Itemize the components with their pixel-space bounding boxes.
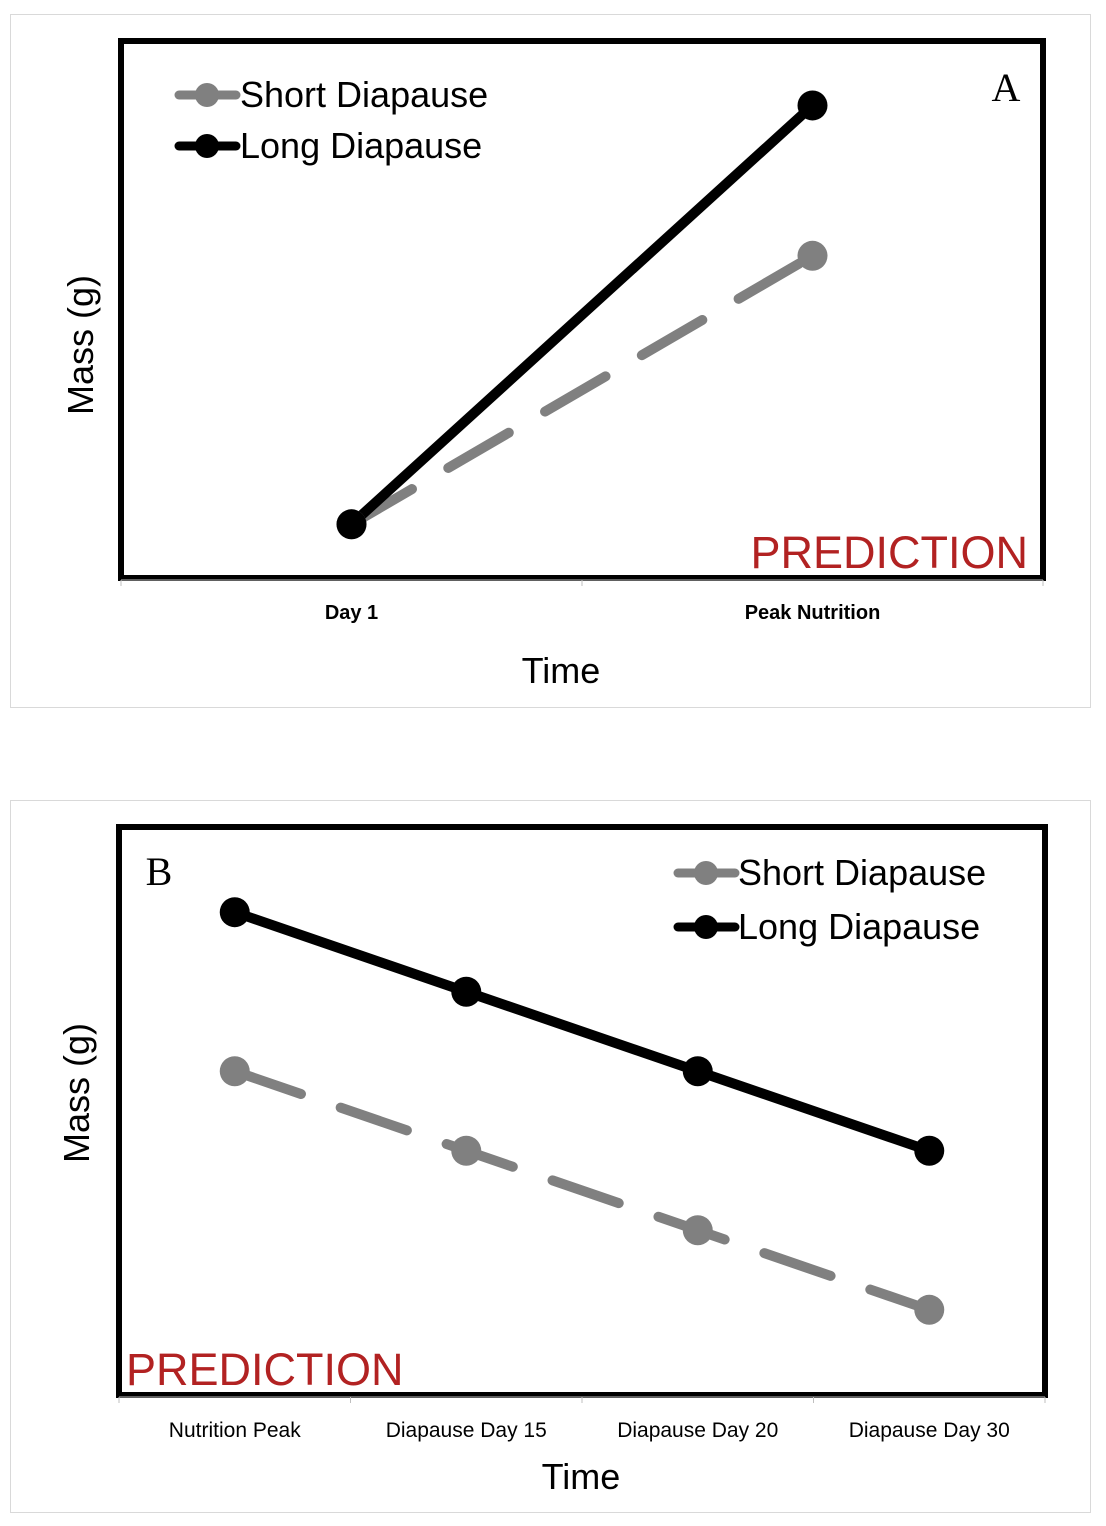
series-line-short-diapause [346, 250, 818, 530]
data-point-short-diapause [682, 1215, 713, 1246]
legend-label-long-diapause: Long Diapause [240, 125, 482, 166]
series-line-long-diapause [233, 907, 931, 1156]
legend-label-short-diapause: Short Diapause [738, 852, 986, 893]
x-tick-label: Diapause Day 15 [386, 1419, 547, 1442]
legend: Short Diapause Long Diapause [673, 852, 986, 947]
chart-a-marks [336, 90, 828, 540]
panel-letter: B [146, 849, 173, 894]
data-point-short-diapause [914, 1294, 945, 1325]
data-point-long-diapause [914, 1135, 945, 1166]
plot-frame [116, 824, 1048, 1398]
series-line-long-diapause [348, 101, 816, 529]
data-point-long-diapause [451, 976, 482, 1007]
chart-panel-a: Day 1 Peak Nutrition A PREDICTION Short D… [10, 14, 1091, 708]
data-point-short-diapause [219, 1056, 250, 1087]
prediction-label: PREDICTION [126, 1344, 404, 1395]
legend-marker-long-diapause [195, 134, 219, 158]
legend-marker-long-diapause [694, 915, 718, 939]
data-point-long-diapause [219, 897, 250, 928]
prediction-label: PREDICTION [750, 527, 1028, 578]
chart-a-ticks: Day 1 Peak Nutrition [120, 580, 1044, 624]
panel-letter: A [992, 65, 1021, 110]
y-axis-title: Mass (g) [60, 275, 101, 415]
data-point-long-diapause [682, 1056, 713, 1087]
x-axis-title: Time [542, 1456, 621, 1497]
legend-label-long-diapause: Long Diapause [738, 906, 980, 947]
data-point-long-diapause [797, 90, 828, 121]
x-tick-label: Diapause Day 30 [849, 1419, 1010, 1442]
chart-a-svg: Day 1 Peak Nutrition A PREDICTION Short D… [60, 38, 1046, 691]
y-axis-title: Mass (g) [56, 1023, 97, 1163]
x-tick-label: Diapause Day 20 [617, 1419, 778, 1442]
legend: Short Diapause Long Diapause [174, 74, 488, 166]
x-tick-label: Day 1 [325, 602, 378, 624]
series-line-short-diapause [229, 1066, 935, 1315]
x-tick-label: Peak Nutrition [745, 602, 881, 624]
data-point-short-diapause [451, 1135, 482, 1166]
chart-b-svg: Nutrition Peak Diapause Day 15 Diapause Da… [56, 824, 1048, 1497]
chart-panel-b: Nutrition Peak Diapause Day 15 Diapause Da… [10, 800, 1091, 1513]
legend-marker-short-diapause [694, 861, 718, 885]
plot-frame [118, 38, 1046, 581]
legend-marker-short-diapause [195, 83, 219, 107]
data-point-long-diapause [336, 509, 367, 540]
data-point-short-diapause [797, 240, 828, 271]
chart-b-marks [219, 897, 945, 1325]
legend-label-short-diapause: Short Diapause [240, 74, 488, 115]
x-axis-title: Time [522, 650, 601, 691]
x-tick-label: Nutrition Peak [169, 1419, 301, 1442]
chart-b-ticks: Nutrition Peak Diapause Day 15 Diapause Da… [118, 1397, 1046, 1442]
